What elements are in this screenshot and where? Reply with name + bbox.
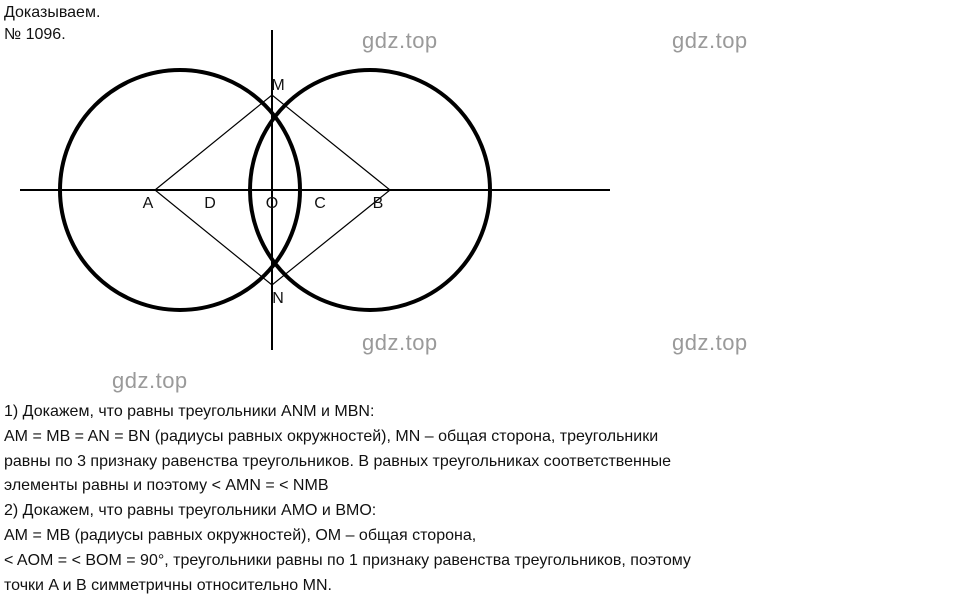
svg-text:C: C (314, 195, 326, 212)
watermark: gdz.top (672, 28, 748, 54)
proof-line-7: < AOM = < BOM = 90°, треугольники равны … (4, 549, 964, 574)
diagram-svg: M N A D O C B (20, 30, 610, 350)
proof-line-5: 2) Докажем, что равны треугольники AMO и… (4, 499, 964, 524)
proof-line-1: 1) Докажем, что равны треугольники ANM и… (4, 400, 964, 425)
watermark: gdz.top (672, 330, 748, 356)
header-line: Доказываем. (4, 4, 100, 22)
proof-line-3: равны по 3 признаку равенства треугольни… (4, 450, 964, 475)
watermark: gdz.top (362, 330, 438, 356)
svg-text:O: O (266, 195, 278, 212)
svg-text:D: D (204, 195, 216, 212)
proof-line-2: AM = MB = AN = BN (радиусы равных окружн… (4, 425, 964, 450)
proof-line-4: элементы равны и поэтому < AMN = < NMB (4, 474, 964, 499)
svg-text:M: M (271, 77, 284, 94)
proof-line-6: AM = MB (радиусы равных окружностей), OM… (4, 524, 964, 549)
svg-text:A: A (143, 195, 154, 212)
svg-text:B: B (373, 195, 384, 212)
proof-line-8: точки A и B симметричны относительно MN. (4, 574, 964, 599)
proof-text-block: 1) Докажем, что равны треугольники ANM и… (4, 400, 964, 598)
watermark: gdz.top (112, 368, 188, 394)
watermark: gdz.top (362, 28, 438, 54)
svg-text:N: N (272, 290, 284, 307)
geometry-diagram: M N A D O C B (20, 30, 610, 355)
